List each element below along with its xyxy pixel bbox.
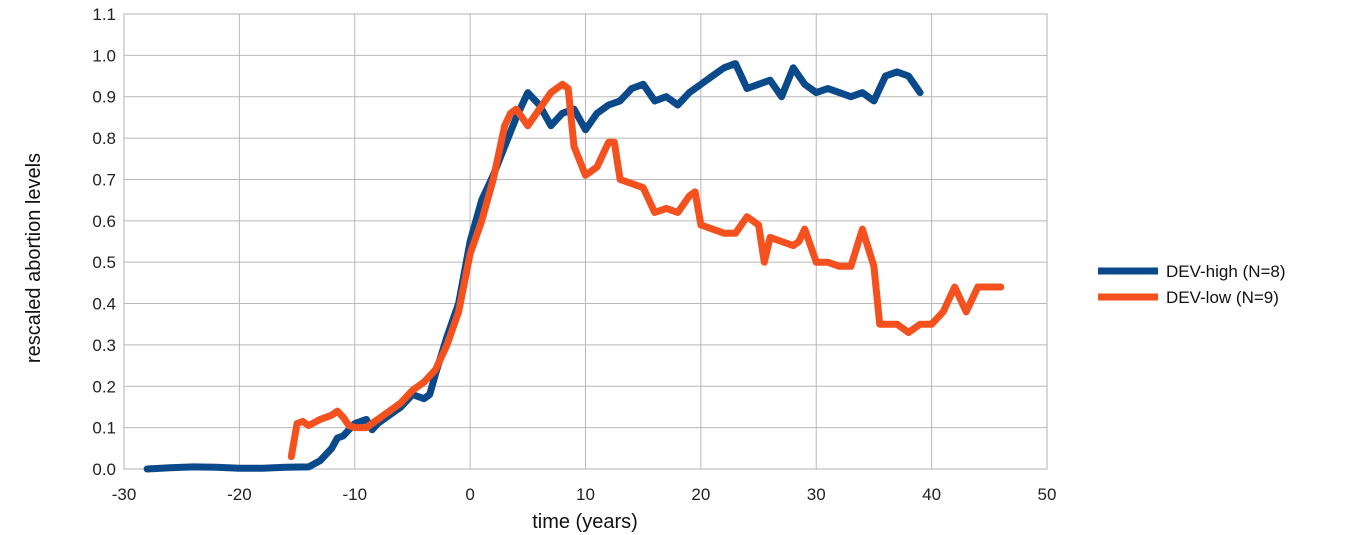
y-tick-label: 1.0 — [92, 46, 116, 65]
y-tick-label: 0.4 — [92, 295, 116, 314]
y-tick-label: 0.6 — [92, 212, 116, 231]
x-tick-label: 40 — [922, 485, 941, 504]
x-tick-label: -20 — [227, 485, 252, 504]
grid — [123, 13, 1048, 470]
x-tick-labels: -30 -20 -10 0 10 20 30 40 50 — [112, 485, 1057, 504]
series-line-2 — [287, 80, 1005, 461]
x-tick-label: 0 — [465, 485, 474, 504]
y-tick-label: 0.5 — [92, 253, 116, 272]
y-tick-label: 0.2 — [92, 377, 116, 396]
y-tick-labels: 0.0 0.1 0.2 0.3 0.4 0.5 0.6 0.7 0.8 0.9 1.0 1.1 — [92, 5, 116, 479]
y-tick-label: 0.3 — [92, 336, 116, 355]
legend-label: DEV-high (N=8) — [1166, 262, 1286, 281]
series-layer — [143, 60, 1005, 473]
x-tick-label: 20 — [691, 485, 710, 504]
x-axis-title: time (years) — [532, 511, 638, 533]
y-axis-title: rescaled abortion levels — [23, 153, 45, 363]
x-tick-label: 50 — [1038, 485, 1057, 504]
legend: DEV-high (N=8) DEV-low (N=9) — [1098, 262, 1286, 307]
y-tick-label: 0.8 — [92, 129, 116, 148]
plot-area — [123, 13, 1048, 470]
x-tick-label: 30 — [807, 485, 826, 504]
x-tick-label: 10 — [576, 485, 595, 504]
y-tick-label: 0.7 — [92, 170, 116, 189]
y-tick-label: 1.1 — [92, 5, 116, 24]
x-tick-label: -10 — [342, 485, 367, 504]
series-line-1 — [143, 60, 924, 473]
y-tick-label: 0.1 — [92, 419, 116, 438]
y-tick-label: 0.0 — [92, 460, 116, 479]
legend-label: DEV-low (N=9) — [1166, 288, 1279, 307]
x-tick-label: -30 — [112, 485, 137, 504]
y-tick-label: 0.9 — [92, 88, 116, 107]
